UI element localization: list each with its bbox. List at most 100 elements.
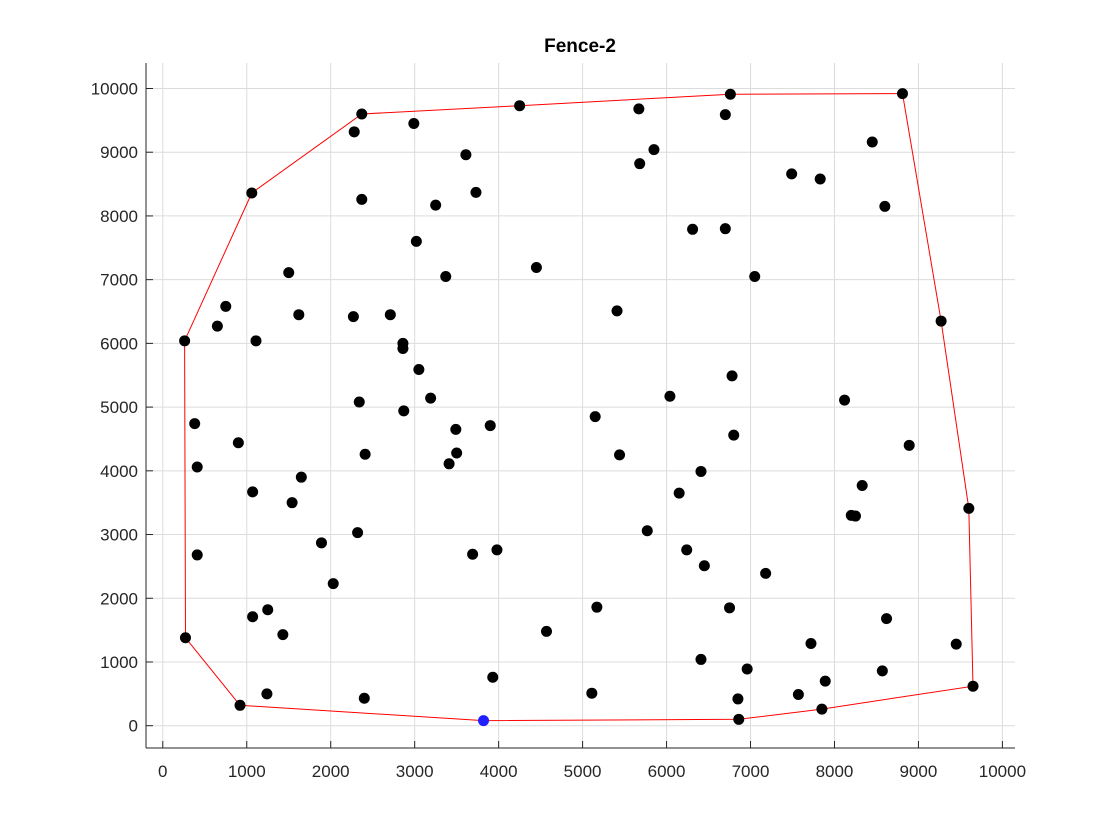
data-point [695, 465, 707, 477]
data-point [687, 223, 699, 235]
x-tick-label: 4000 [480, 762, 518, 781]
data-point [719, 223, 731, 235]
x-tick-label: 7000 [732, 762, 770, 781]
x-tick-label: 6000 [648, 762, 686, 781]
data-point [398, 405, 410, 417]
data-point [726, 370, 738, 382]
x-tick-label: 2000 [312, 762, 350, 781]
data-point [261, 688, 273, 700]
axes [145, 63, 1015, 749]
data-point [295, 471, 307, 483]
data-point [220, 300, 232, 312]
data-point [234, 699, 246, 711]
data-point [856, 479, 868, 491]
data-point [232, 437, 244, 449]
data-point [179, 335, 191, 347]
data-point [191, 461, 203, 473]
y-tick-label: 2000 [100, 589, 138, 608]
y-tick-label: 1000 [100, 653, 138, 672]
data-point [876, 665, 888, 677]
data-point [866, 136, 878, 148]
data-point [430, 199, 442, 211]
data-point [950, 638, 962, 650]
chart-title: Fence-2 [544, 36, 616, 57]
tick-labels: 0 1000 2000 3000 4000 5000 6000 7000 8000 9000 100… [91, 79, 1026, 781]
data-point [633, 103, 645, 115]
data-point [277, 629, 289, 641]
data-point [814, 173, 826, 185]
y-tick-label: 4000 [100, 462, 138, 481]
data-point [397, 342, 409, 354]
data-point [935, 315, 947, 327]
data-point [967, 680, 979, 692]
data-point [673, 487, 685, 499]
data-point [963, 502, 975, 514]
data-point [724, 88, 736, 100]
data-point [816, 703, 828, 715]
data-point [805, 637, 817, 649]
data-point [634, 158, 646, 170]
data-point [879, 200, 891, 212]
data-point [250, 335, 262, 347]
data-point [664, 390, 676, 402]
data-point [348, 126, 360, 138]
data-point [591, 601, 603, 613]
data-point [352, 527, 364, 539]
data-point [353, 396, 365, 408]
y-tick-label: 5000 [100, 398, 138, 417]
data-point [586, 687, 598, 699]
data-point [487, 671, 499, 683]
data-point [641, 525, 653, 537]
data-point [410, 235, 422, 247]
data-point [327, 578, 339, 590]
y-tick-label: 3000 [100, 526, 138, 545]
x-tick-label: 0 [158, 762, 167, 781]
data-point [191, 549, 203, 561]
data-point [648, 144, 660, 156]
x-tick-label: 1000 [228, 762, 266, 781]
x-tick-label: 5000 [564, 762, 602, 781]
data-point [413, 363, 425, 375]
x-tick-label: 3000 [396, 762, 434, 781]
data-point [293, 309, 305, 321]
data-point [467, 548, 479, 560]
x-tick-label: 10000 [979, 762, 1026, 781]
data-point [728, 429, 740, 441]
data-point [358, 692, 370, 704]
data-point [247, 611, 259, 623]
data-point [792, 688, 804, 700]
data-point [211, 320, 223, 332]
data-point [786, 168, 798, 180]
x-tick-label: 9000 [900, 762, 938, 781]
data-point [470, 186, 482, 198]
data-point [849, 510, 861, 522]
data-point [484, 420, 496, 432]
data-point [698, 560, 710, 572]
data-point [347, 311, 359, 323]
data-point [440, 270, 452, 282]
data-point [189, 418, 201, 430]
data-point [491, 544, 503, 556]
data-point [246, 187, 258, 199]
data-point [514, 100, 526, 112]
data-point [359, 448, 371, 460]
data-point [819, 675, 831, 687]
data-point [283, 267, 295, 279]
data-point [896, 88, 908, 100]
data-point [681, 544, 693, 556]
data-point [733, 713, 745, 725]
data-point [540, 625, 552, 637]
points-layer [179, 88, 979, 727]
data-point [262, 604, 274, 616]
data-point [425, 392, 437, 404]
data-point [460, 149, 472, 161]
data-point [384, 309, 396, 321]
data-point [741, 663, 753, 675]
x-tick-label: 8000 [816, 762, 854, 781]
data-point [408, 118, 420, 130]
data-point [749, 270, 761, 282]
data-point [450, 423, 462, 435]
highlight-point [478, 715, 490, 727]
data-point [315, 537, 327, 549]
